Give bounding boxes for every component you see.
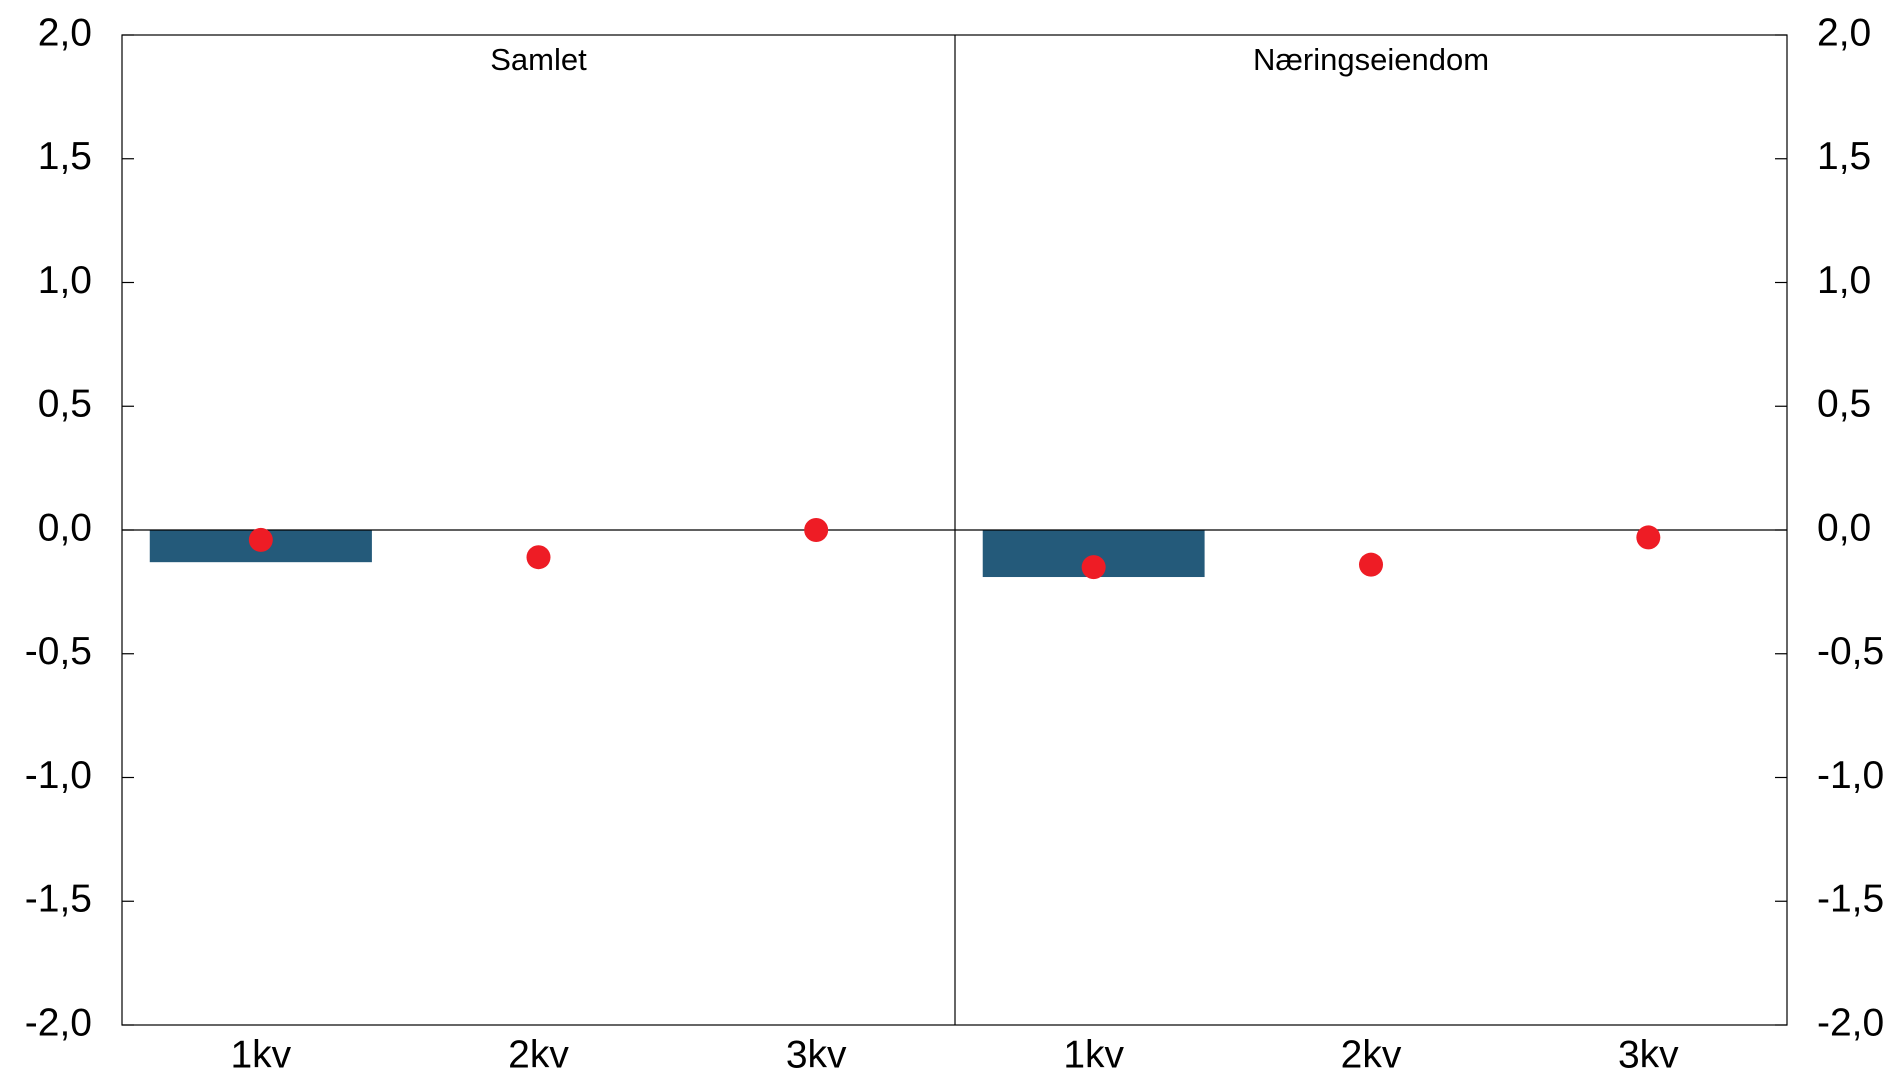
dot (1359, 552, 1383, 577)
y2-tick-label: -0,5 (1817, 630, 1884, 673)
x-tick-label: 2kv (508, 1033, 569, 1076)
y-tick-label: -0,5 (25, 630, 92, 673)
y-tick-label: -1,0 (25, 754, 92, 797)
y2-tick-label: 2,0 (1817, 11, 1871, 54)
dot (1636, 525, 1661, 550)
dot (1081, 555, 1106, 580)
dot (804, 518, 829, 542)
y-tick-label: 1,5 (38, 135, 92, 178)
y2-tick-label: 1,0 (1817, 259, 1871, 302)
x-tick-label: 1kv (230, 1033, 291, 1076)
x-tick-label: 1kv (1063, 1033, 1124, 1076)
panel-title: Samlet (490, 42, 587, 77)
y2-tick-label: 0,0 (1817, 506, 1871, 549)
y-tick-label: 1,0 (38, 259, 92, 302)
y2-tick-label: -1,5 (1817, 878, 1884, 921)
y-tick-label: -2,0 (25, 1001, 92, 1044)
y2-tick-label: -2,0 (1817, 1001, 1884, 1044)
y-tick-label: 0,0 (38, 506, 92, 549)
y2-tick-label: 1,5 (1817, 135, 1871, 178)
y-tick-label: -1,5 (25, 878, 92, 921)
x-tick-label: 3kv (1618, 1033, 1679, 1076)
dot (526, 545, 551, 570)
y2-tick-label: 0,5 (1817, 383, 1871, 426)
x-tick-label: 3kv (786, 1033, 847, 1076)
y-tick-label: 2,0 (38, 11, 92, 54)
y2-tick-label: -1,0 (1817, 754, 1884, 797)
x-tick-label: 2kv (1341, 1033, 1402, 1076)
dot (248, 527, 273, 552)
y-tick-label: 0,5 (38, 383, 92, 426)
panel-title: Næringseiendom (1253, 42, 1489, 77)
